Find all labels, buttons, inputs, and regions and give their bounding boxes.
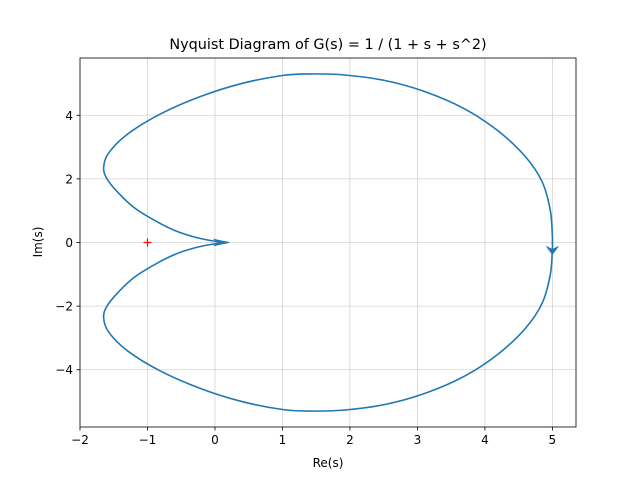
x-axis-ticks: −2 −1 0 1 2 3 4 5: [71, 427, 556, 447]
x-tick-label: 2: [346, 433, 354, 447]
y-tick-label: −4: [55, 363, 73, 377]
x-tick-label: 4: [481, 433, 489, 447]
x-axis-label: Re(s): [313, 456, 344, 470]
x-tick-label: −2: [71, 433, 89, 447]
y-axis-label: Im(s): [31, 227, 45, 258]
critical-point-marker: [143, 238, 152, 247]
direction-arrow: [546, 246, 559, 255]
x-tick-label: 3: [414, 433, 422, 447]
marker-layer: [143, 238, 559, 255]
direction-arrow: [213, 238, 230, 247]
y-tick-label: 0: [65, 236, 73, 250]
nyquist-curve-layer: [102, 73, 554, 412]
y-axis-ticks: −4 −2 0 2 4: [55, 109, 80, 377]
nyquist-curve: [102, 73, 554, 412]
y-tick-label: 2: [65, 172, 73, 186]
x-tick-label: 0: [211, 433, 219, 447]
y-tick-label: 4: [65, 109, 73, 123]
x-tick-label: −1: [139, 433, 157, 447]
chart-title: Nyquist Diagram of G(s) = 1 / (1 + s + s…: [169, 37, 486, 53]
y-tick-label: −2: [55, 300, 73, 314]
x-tick-label: 5: [549, 433, 557, 447]
x-tick-label: 1: [279, 433, 287, 447]
plot-area: [79, 57, 577, 428]
